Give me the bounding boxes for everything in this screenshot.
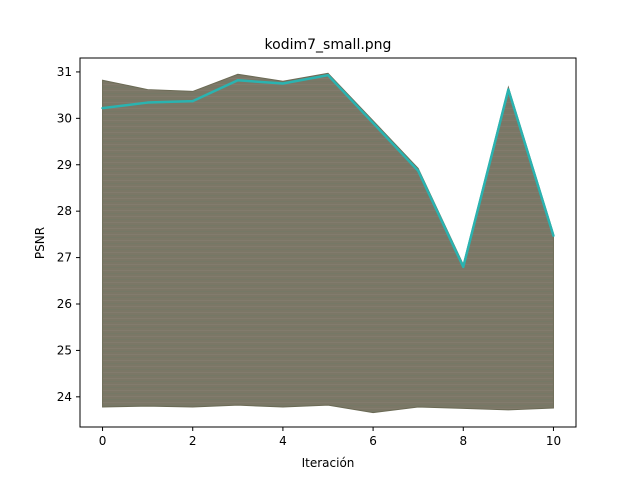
data-point (371, 121, 375, 125)
y-tick-label: 25 (57, 343, 72, 357)
data-point (507, 88, 510, 91)
x-tick-label: 0 (99, 434, 107, 448)
data-point (281, 82, 285, 85)
data-point (236, 79, 240, 82)
data-point (101, 106, 104, 110)
y-tick-label: 29 (57, 158, 72, 172)
y-tick-label: 28 (57, 204, 72, 218)
y-tick-label: 24 (57, 390, 72, 404)
x-tick-label: 2 (189, 434, 197, 448)
data-point (146, 101, 149, 104)
data-point (191, 99, 194, 103)
y-axis-title: PSNR (33, 227, 47, 259)
y-tick-label: 26 (57, 297, 72, 311)
data-point (462, 265, 465, 269)
axes-frame (79, 57, 577, 428)
x-axis-title: Iteración (302, 456, 355, 470)
range-band (102, 72, 554, 414)
data-point (326, 73, 330, 77)
y-tick-label: 30 (57, 111, 72, 125)
data-point (552, 234, 555, 237)
y-tick-label: 31 (57, 65, 72, 79)
plot-area (101, 72, 555, 414)
y-tick-label: 27 (57, 251, 72, 265)
x-tick-label: 8 (459, 434, 467, 448)
data-point (416, 169, 420, 172)
x-tick-label: 4 (279, 434, 287, 448)
x-tick-label: 10 (546, 434, 561, 448)
x-tick-label: 6 (369, 434, 377, 448)
chart-title: kodim7_small.png (265, 37, 392, 53)
